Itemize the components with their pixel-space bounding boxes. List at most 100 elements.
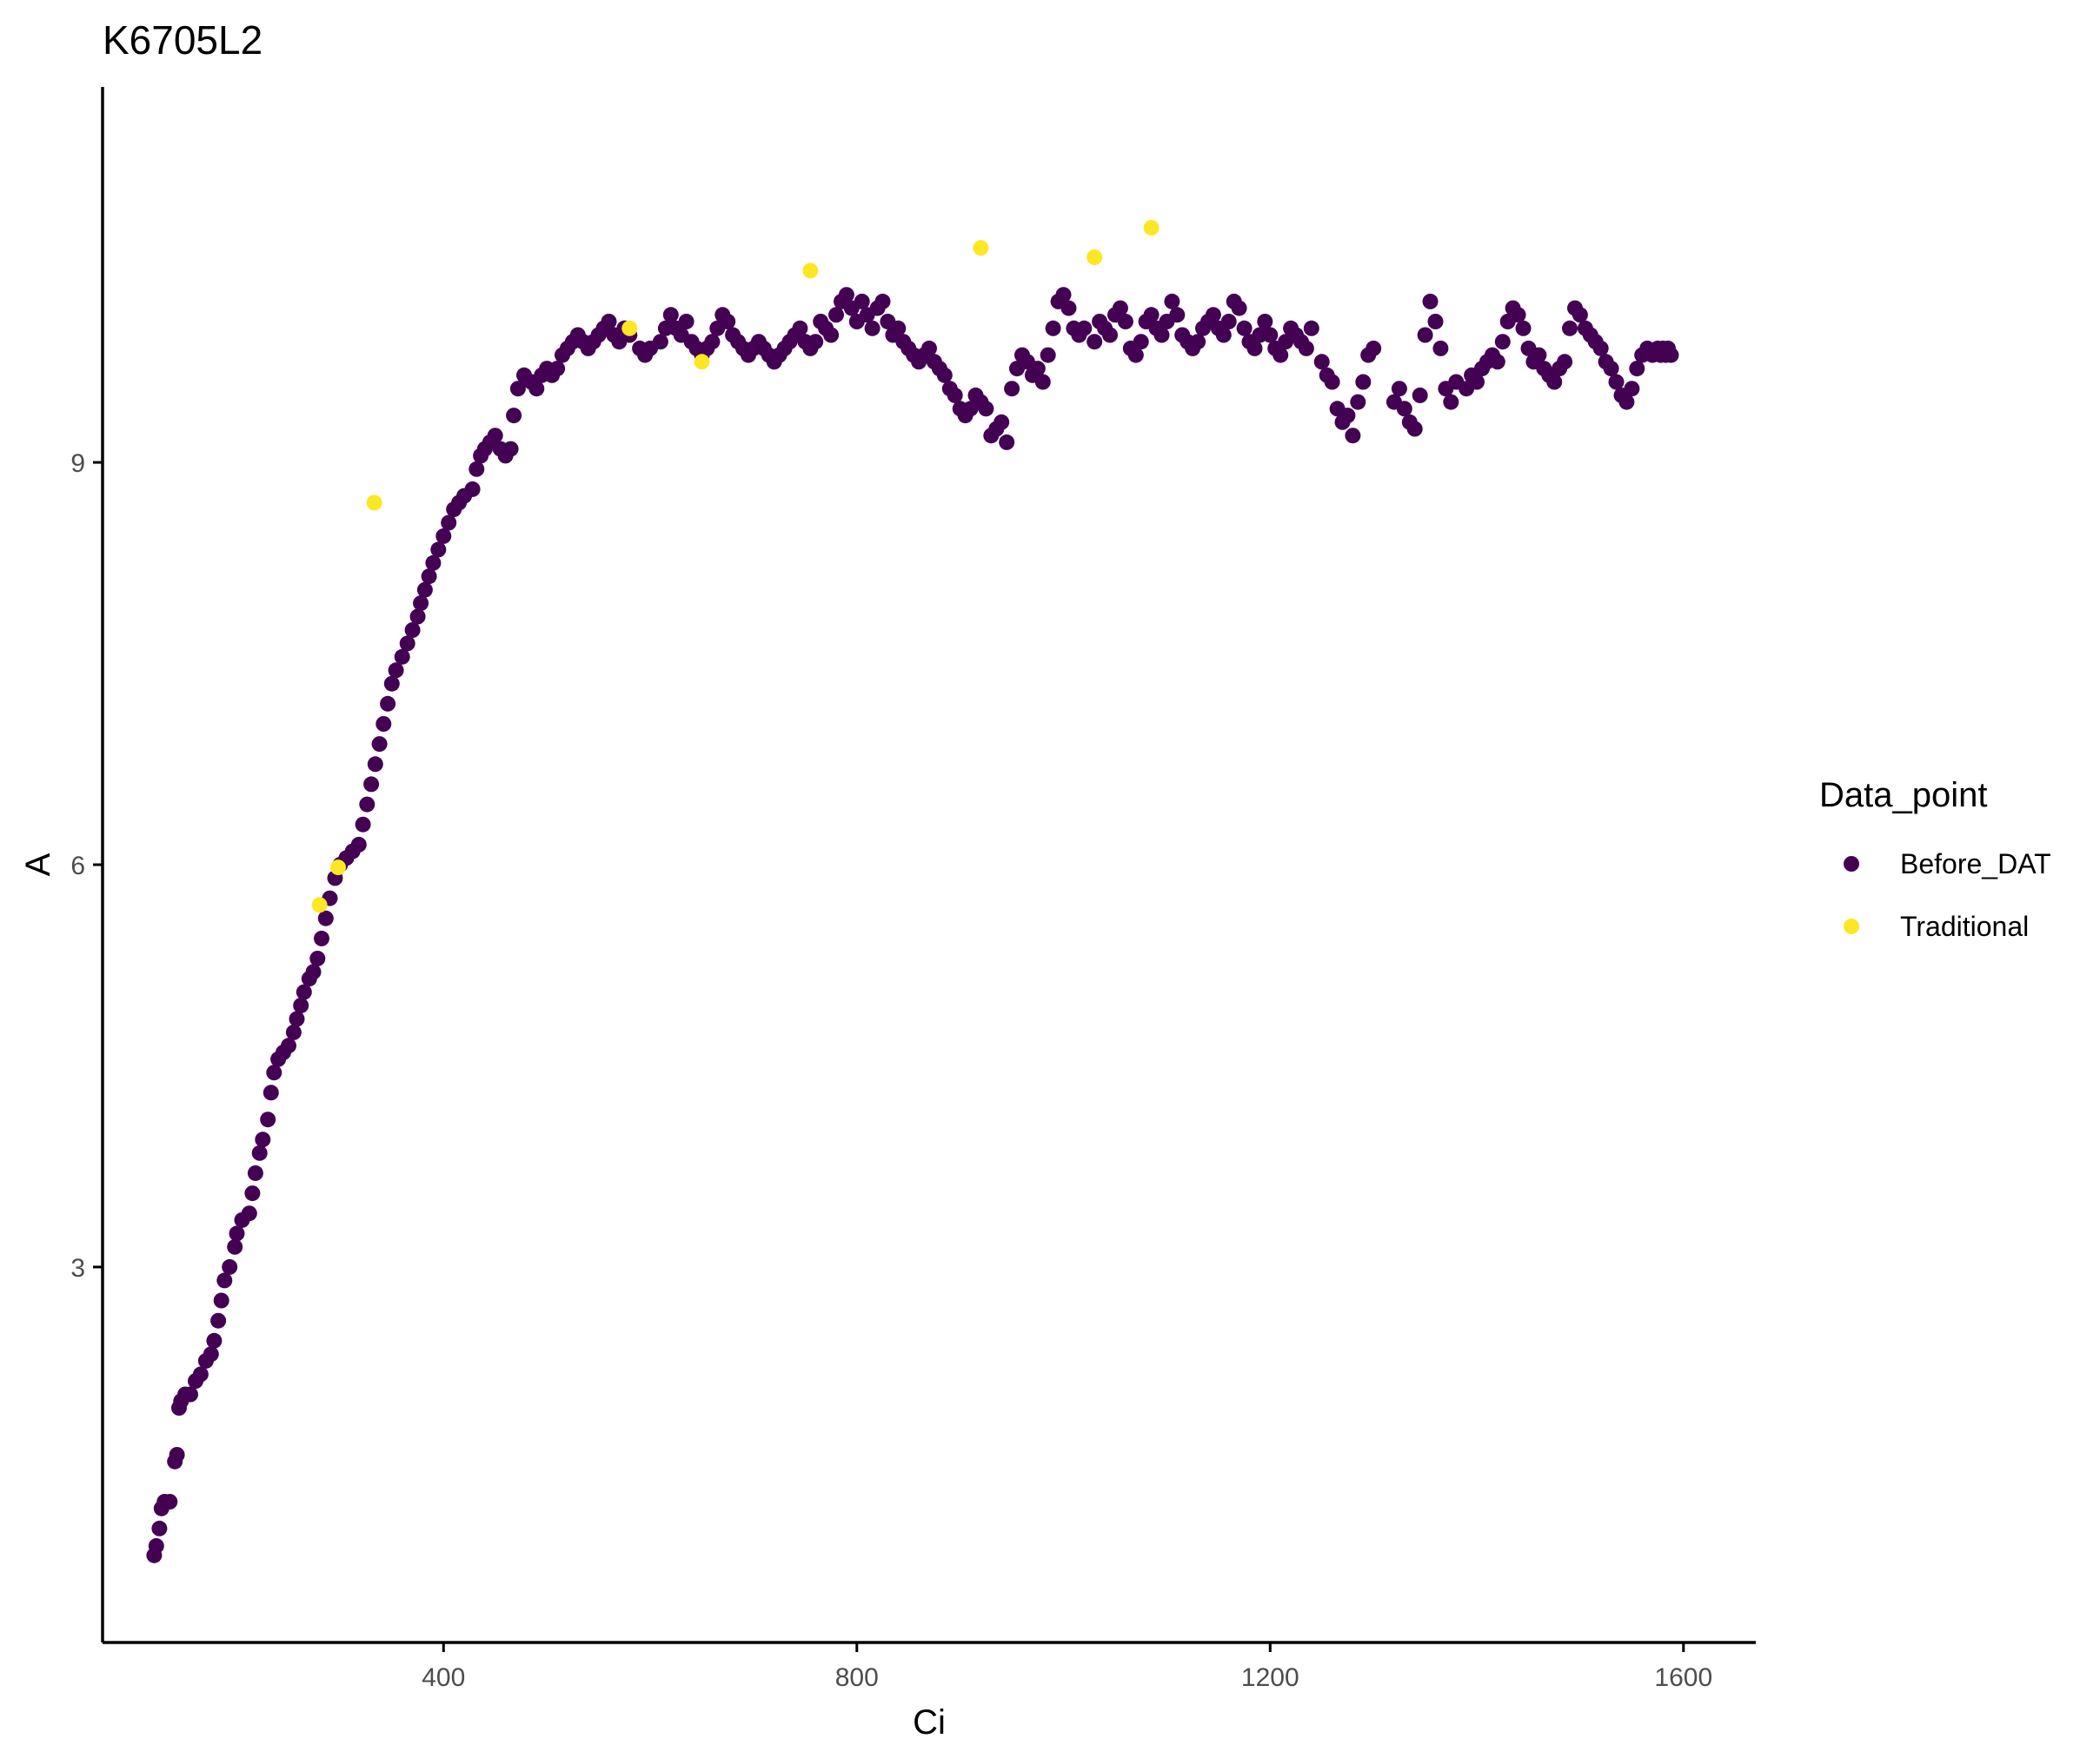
- data-point: [1143, 220, 1160, 236]
- data-point: [394, 648, 410, 665]
- data-point: [1262, 327, 1279, 343]
- data-point: [229, 1225, 245, 1242]
- data-point: [1489, 354, 1505, 370]
- data-point: [380, 695, 396, 712]
- data-point: [621, 320, 638, 336]
- data-point: [227, 1238, 243, 1255]
- data-point: [366, 494, 382, 511]
- data-point: [528, 381, 545, 397]
- data-point: [549, 361, 566, 377]
- data-point: [947, 387, 963, 403]
- y-tick-label: 3: [70, 1254, 85, 1283]
- data-point: [1350, 394, 1366, 410]
- data-point: [1572, 307, 1588, 323]
- data-point: [652, 334, 668, 350]
- data-point: [260, 1112, 276, 1128]
- x-tick-label: 400: [422, 1663, 465, 1692]
- data-point: [148, 1537, 164, 1554]
- data-point: [247, 1165, 263, 1181]
- data-point: [1215, 327, 1232, 343]
- data-point: [296, 984, 312, 1000]
- data-point: [162, 1494, 178, 1510]
- data-point: [1257, 314, 1273, 329]
- data-point: [1220, 314, 1237, 329]
- legend-label-traditional: Traditional: [1900, 911, 2029, 942]
- data-point: [251, 1145, 268, 1161]
- data-point: [1034, 374, 1051, 390]
- data-point: [1205, 307, 1221, 323]
- data-point: [792, 320, 808, 336]
- data-point: [430, 541, 447, 558]
- data-point: [293, 998, 309, 1013]
- data-point: [305, 964, 322, 980]
- data-point: [289, 1011, 305, 1027]
- data-point: [1117, 314, 1133, 329]
- data-point: [1531, 347, 1547, 363]
- data-point: [266, 1065, 282, 1081]
- data-point: [999, 434, 1015, 450]
- data-point: [1562, 320, 1578, 336]
- data-point: [704, 334, 721, 350]
- data-point: [435, 528, 452, 544]
- x-tick-label: 800: [835, 1663, 879, 1692]
- data-point: [1153, 327, 1170, 343]
- data-point: [838, 287, 854, 303]
- data-point: [1603, 361, 1619, 377]
- data-point: [1443, 394, 1459, 410]
- data-point: [1029, 361, 1046, 377]
- data-point: [416, 581, 433, 598]
- y-tick-label: 9: [70, 449, 85, 478]
- legend-label-before-dat: Before_DAT: [1900, 848, 2051, 879]
- data-point: [1060, 300, 1077, 316]
- data-point: [1127, 347, 1144, 363]
- data-point: [1143, 307, 1160, 323]
- legend-key-traditional: [1844, 919, 1859, 934]
- data-point: [1246, 340, 1263, 356]
- data-point: [383, 675, 400, 692]
- data-point: [1546, 374, 1563, 390]
- series-traditional: [311, 220, 1160, 913]
- data-point: [973, 240, 989, 256]
- data-point: [854, 293, 870, 309]
- data-point: [601, 314, 617, 329]
- data-point: [255, 1132, 271, 1148]
- data-point: [720, 314, 736, 329]
- data-point: [355, 816, 371, 833]
- data-point: [1592, 340, 1609, 356]
- data-point: [413, 595, 429, 612]
- data-point: [1045, 320, 1061, 336]
- data-point: [1231, 300, 1247, 316]
- data-point: [1169, 307, 1186, 323]
- data-point: [890, 320, 907, 336]
- data-point: [802, 262, 819, 279]
- data-point: [1422, 293, 1439, 309]
- plot-area: [146, 220, 1679, 1563]
- data-point: [1663, 347, 1679, 363]
- data-point: [1618, 394, 1635, 410]
- data-point: [823, 327, 840, 343]
- data-point: [1515, 320, 1532, 336]
- data-point: [1624, 381, 1640, 397]
- data-point: [502, 441, 519, 457]
- data-point: [1432, 340, 1449, 356]
- x-axis-title: Ci: [913, 1703, 946, 1742]
- y-axis-ticks: 3 6 9: [70, 449, 103, 1283]
- x-tick-label: 1600: [1654, 1663, 1712, 1692]
- data-point: [1112, 300, 1128, 316]
- data-point: [1345, 428, 1361, 444]
- data-point: [309, 951, 326, 966]
- legend-key-before-dat: [1844, 856, 1859, 872]
- data-point: [1557, 354, 1573, 370]
- data-point: [506, 408, 522, 424]
- data-point: [1510, 307, 1526, 323]
- data-point: [375, 716, 392, 732]
- data-point: [1391, 381, 1407, 397]
- data-point: [978, 401, 994, 417]
- data-point: [1313, 354, 1330, 370]
- y-tick-label: 6: [70, 852, 85, 880]
- data-point: [1004, 381, 1020, 397]
- data-point: [1324, 374, 1340, 390]
- data-point: [828, 307, 844, 323]
- data-point: [314, 930, 329, 946]
